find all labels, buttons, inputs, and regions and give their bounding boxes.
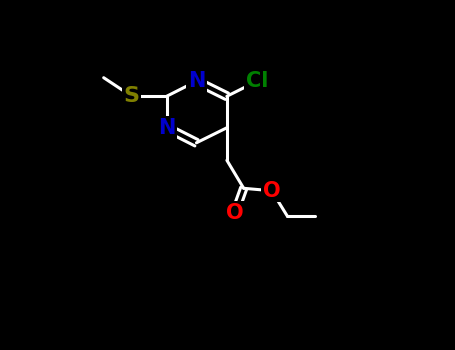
Text: N: N [188,71,205,91]
Text: Cl: Cl [246,71,268,91]
Text: O: O [263,181,280,201]
Text: S: S [124,86,140,106]
Text: O: O [226,203,244,223]
Text: N: N [158,118,175,138]
